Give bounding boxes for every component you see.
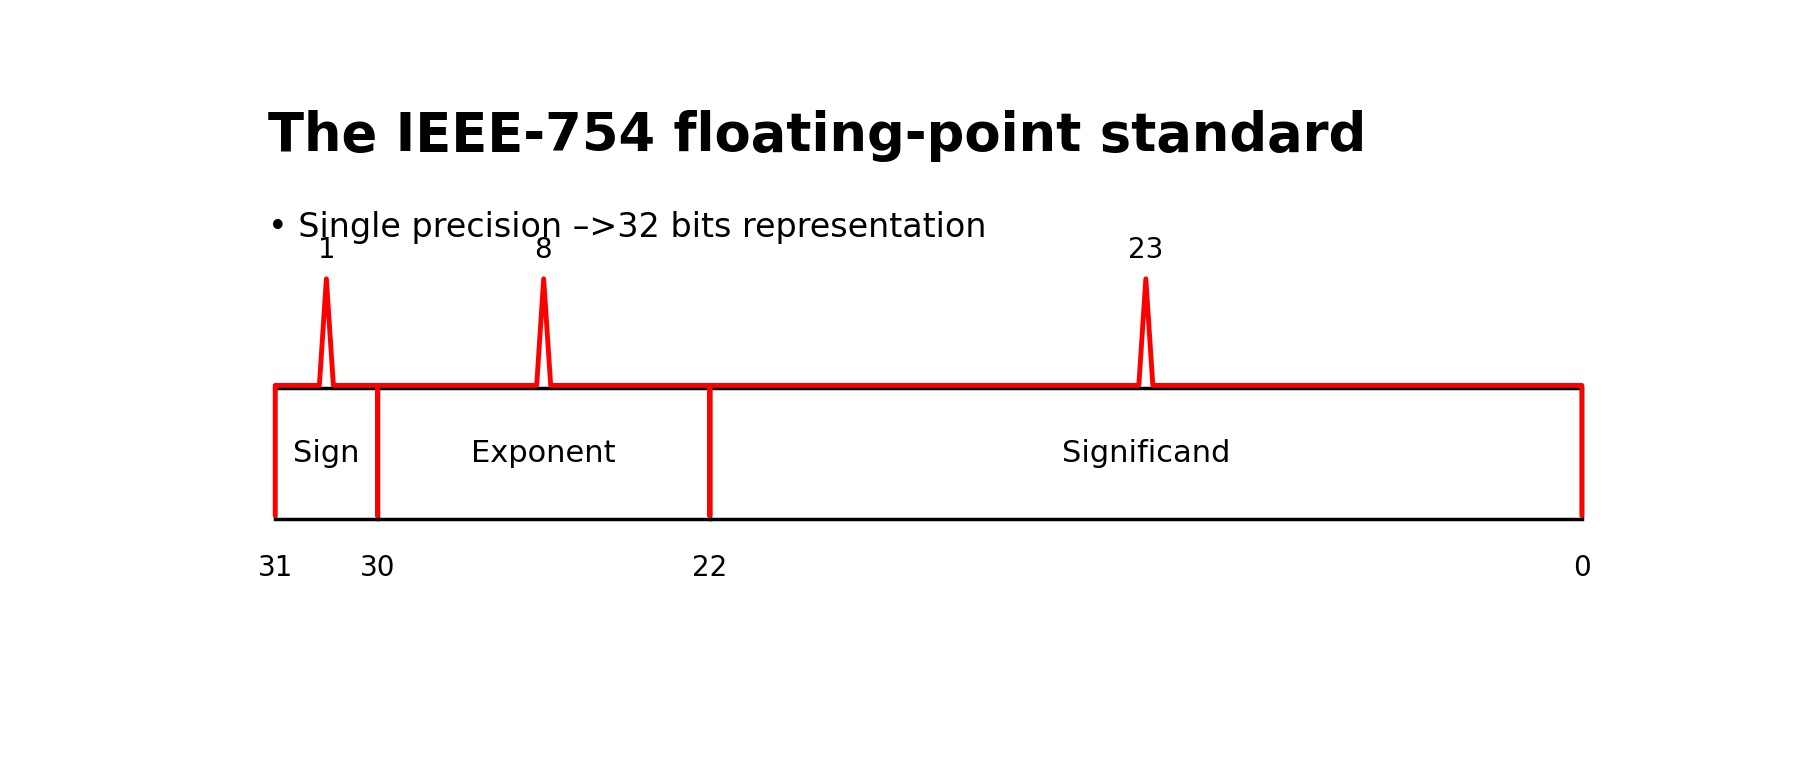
Bar [275, 388, 378, 518]
Text: 23: 23 [1129, 236, 1163, 264]
Text: Sign: Sign [293, 439, 360, 468]
Text: 30: 30 [360, 554, 396, 582]
Bar [709, 388, 1581, 518]
Text: The IEEE-754 floating-point standard: The IEEE-754 floating-point standard [268, 110, 1366, 162]
Text: 22: 22 [693, 554, 727, 582]
Text: 8: 8 [534, 236, 552, 264]
Text: Exponent: Exponent [472, 439, 617, 468]
Text: Significand: Significand [1062, 439, 1230, 468]
Text: • Single precision –>32 bits representation: • Single precision –>32 bits representat… [268, 211, 986, 244]
Bar [378, 388, 709, 518]
Text: 31: 31 [257, 554, 293, 582]
Text: 0: 0 [1574, 554, 1590, 582]
Text: 1: 1 [318, 236, 335, 264]
